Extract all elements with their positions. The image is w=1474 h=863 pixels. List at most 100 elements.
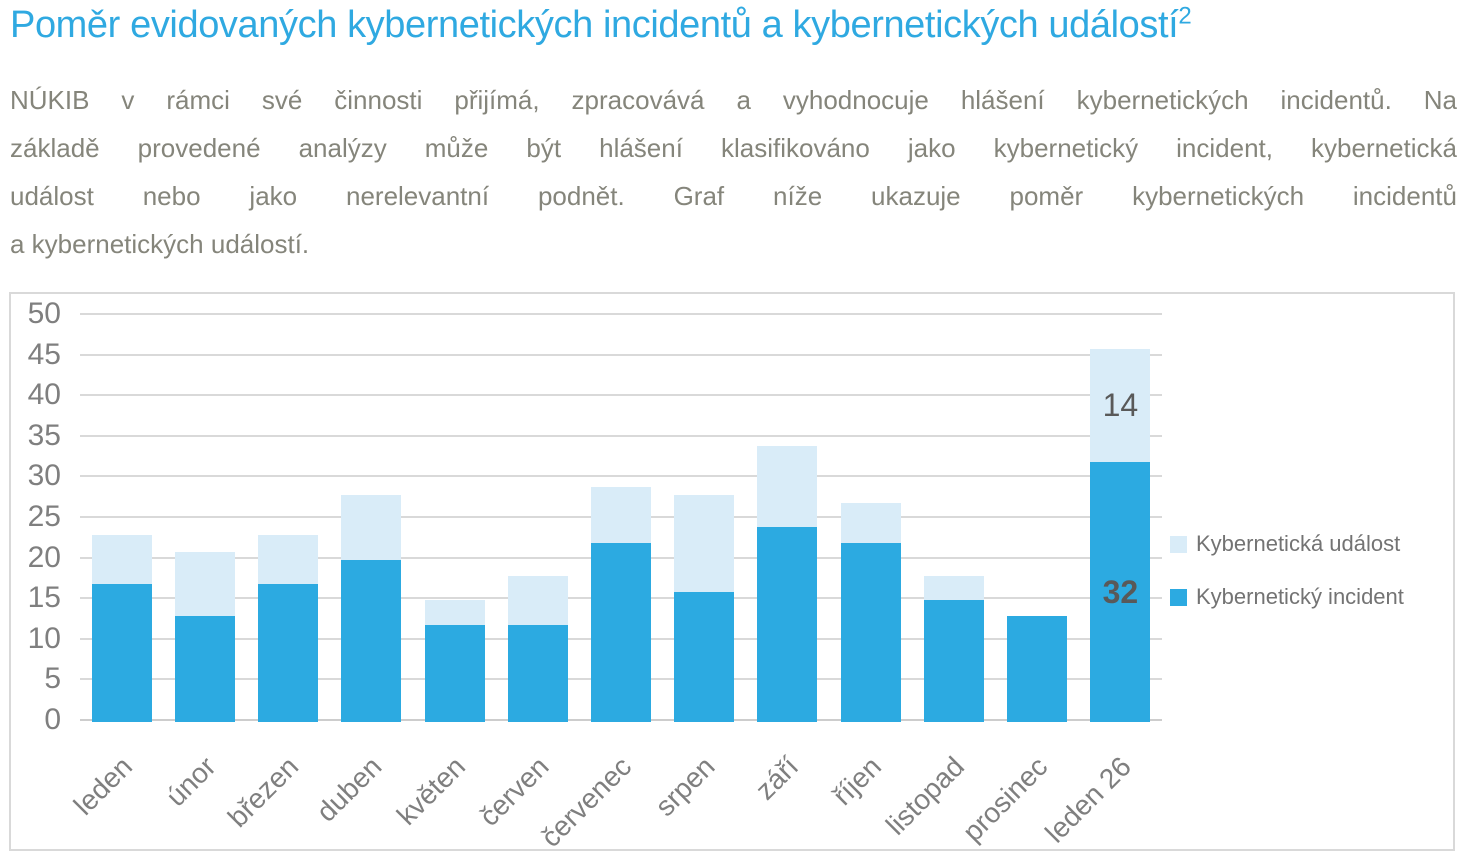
stacked-bar	[591, 486, 652, 722]
bar-group: září	[746, 314, 829, 806]
bar-segment-incident	[1007, 616, 1068, 722]
y-axis-tick-label: 40	[27, 378, 61, 412]
gridline	[80, 313, 1162, 316]
x-axis-label: leden	[67, 750, 139, 822]
data-label: 14	[1102, 386, 1139, 423]
bar-segment-incident	[174, 616, 235, 722]
bar-segment-event	[591, 486, 652, 544]
gridline	[80, 475, 1162, 478]
y-axis-tick-label: 20	[27, 540, 61, 574]
y-axis-tick-label: 45	[27, 337, 61, 371]
bar-group: srpen	[649, 314, 746, 822]
bar-segment-incident	[674, 592, 735, 722]
paragraph-line: základě provedené analýzy může být hláše…	[10, 133, 1457, 163]
x-axis-label: prosinec	[957, 750, 1054, 848]
y-axis-tick-label: 15	[27, 581, 61, 615]
bar-segment-event	[757, 445, 818, 528]
body-paragraph: NÚKIB v rámci své činnosti přijímá, zpra…	[10, 76, 1457, 268]
legend-item: Kybernetická událost	[1170, 531, 1404, 556]
bar-segment-incident	[923, 600, 984, 722]
stacked-bar	[258, 535, 319, 722]
x-axis-label: říjen	[826, 750, 888, 812]
stacked-bar	[424, 600, 485, 722]
data-label: 32	[1102, 573, 1139, 610]
bar-segment-event	[91, 535, 152, 584]
x-axis-label: leden 26	[1039, 750, 1138, 849]
bar-segment-event	[840, 502, 901, 544]
stacked-bar	[923, 575, 984, 722]
legend-swatch-event	[1170, 535, 1187, 553]
bar-series: leden únor březen duben květen červen červenec…	[68, 314, 1162, 853]
bar-group: červen	[473, 314, 579, 832]
bar-segment-incident	[507, 624, 568, 722]
bar-group: únor	[160, 314, 246, 812]
stacked-bar	[674, 494, 735, 722]
gridline	[80, 353, 1162, 356]
plot-area: leden únor březen duben květen červen červenec…	[68, 313, 1162, 853]
stacked-bar: 32 14	[1090, 348, 1151, 722]
x-axis-label: červen	[473, 750, 555, 833]
paragraph-line: a kybernetických událostí.	[10, 229, 310, 259]
legend-swatch-incident	[1170, 588, 1187, 606]
bar-segment-event: 14	[1090, 348, 1151, 463]
chart-frame: 0 5 10 15 20 25 30 35 40 45 50 leden únor březen dube…	[9, 292, 1455, 853]
bar-segment-incident	[840, 543, 901, 722]
bar-segment-event	[174, 551, 235, 617]
y-axis-tick-label: 5	[44, 662, 61, 696]
y-axis-tick-label: 50	[27, 297, 61, 330]
paragraph-line: událost nebo jako nerelevantní podnět. G…	[10, 181, 1457, 211]
stacked-bar	[507, 575, 568, 722]
y-axis-tick-label: 35	[27, 418, 61, 452]
bar-group: listopad	[880, 314, 995, 841]
paragraph-line: NÚKIB v rámci své činnosti přijímá, zpra…	[10, 85, 1457, 115]
y-axis-tick-label: 0	[44, 703, 61, 736]
page-title-text: Poměr evidovaných kybernetických inciden…	[10, 4, 1179, 46]
bar-group: březen	[222, 314, 329, 833]
stacked-bar	[91, 535, 152, 722]
bar-group: červenec	[535, 314, 662, 853]
bar-group: prosinec	[957, 314, 1079, 847]
gridline	[80, 434, 1162, 437]
y-axis-tick-label: 25	[27, 500, 61, 533]
bar-segment-incident	[91, 583, 152, 722]
bar-group: duben	[311, 314, 413, 828]
bar-group: říjen	[827, 314, 912, 811]
stacked-bar	[840, 502, 901, 722]
x-axis-label: září	[749, 750, 805, 806]
stacked-bar	[174, 551, 235, 722]
page-title: Poměr evidovaných kybernetických inciden…	[10, 2, 1192, 48]
chart-legend: Kybernetická událost Kybernetický inciden…	[1170, 531, 1404, 641]
y-axis-tick-label: 30	[27, 459, 61, 493]
bar-segment-event	[341, 494, 402, 560]
bar-segment-incident	[258, 583, 319, 722]
bar-segment-event	[507, 575, 568, 625]
bar-segment-event	[258, 535, 319, 584]
legend-item: Kybernetický incident	[1170, 584, 1404, 609]
stacked-bar	[757, 445, 818, 722]
x-axis-label: duben	[310, 750, 388, 828]
bar-group: květen	[391, 314, 496, 831]
gridline	[80, 394, 1162, 397]
footnote-reference: 2	[1178, 2, 1192, 30]
bar-segment-event	[674, 494, 735, 593]
bar-segment-event	[424, 600, 485, 625]
y-axis-tick-label: 10	[27, 621, 61, 655]
bar-segment-incident	[591, 543, 652, 722]
x-axis-label: listopad	[880, 750, 971, 841]
x-axis-label: srpen	[649, 750, 721, 823]
x-axis-label: březen	[222, 750, 305, 834]
bar-group: 32 14 leden 26	[1039, 314, 1162, 849]
legend-label: Kybernetický incident	[1196, 584, 1404, 609]
stacked-bar	[1007, 616, 1068, 722]
x-axis-label: červenec	[535, 750, 638, 853]
bar-segment-incident	[341, 559, 402, 722]
x-axis-label: únor	[159, 750, 222, 813]
bar-group: leden	[68, 314, 163, 821]
stacked-bar	[341, 494, 402, 722]
bar-segment-incident	[424, 624, 485, 722]
bar-segment-event	[923, 575, 984, 601]
bar-segment-incident	[757, 527, 818, 722]
x-axis-label: květen	[390, 750, 472, 831]
bar-segment-incident: 32	[1090, 462, 1151, 722]
legend-label: Kybernetická událost	[1196, 531, 1401, 556]
